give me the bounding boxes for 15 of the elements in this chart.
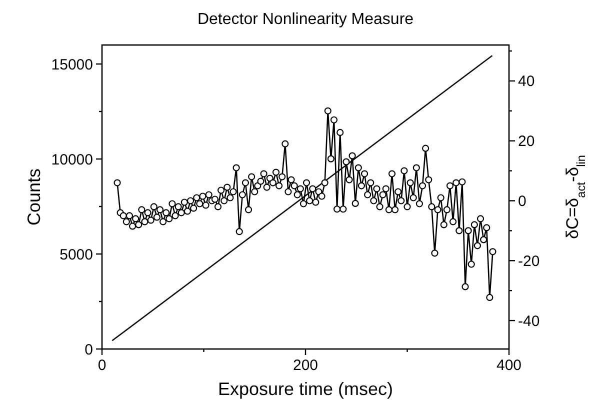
y-axis-title: Counts xyxy=(24,168,44,226)
y-tick-label: 15000 xyxy=(51,56,93,74)
y2-tick-label: -20 xyxy=(518,252,540,270)
x-axis-title: Exposure time (msec) xyxy=(218,379,394,399)
x-tick-label: 200 xyxy=(292,357,318,374)
y2-tick-label: 0 xyxy=(518,192,526,210)
y2-tick-label: -40 xyxy=(518,312,540,330)
y2-tick-label: 40 xyxy=(518,73,535,90)
chart-title: Detector Nonlinearity Measure xyxy=(197,11,414,28)
y-tick-label: 5000 xyxy=(60,246,93,264)
y-tick-label: 0 xyxy=(84,341,93,358)
x-tick-label: 0 xyxy=(98,357,106,374)
y2-tick-label: 20 xyxy=(518,133,535,150)
y-tick-label: 10000 xyxy=(51,151,93,168)
x-tick-label: 400 xyxy=(496,357,522,374)
